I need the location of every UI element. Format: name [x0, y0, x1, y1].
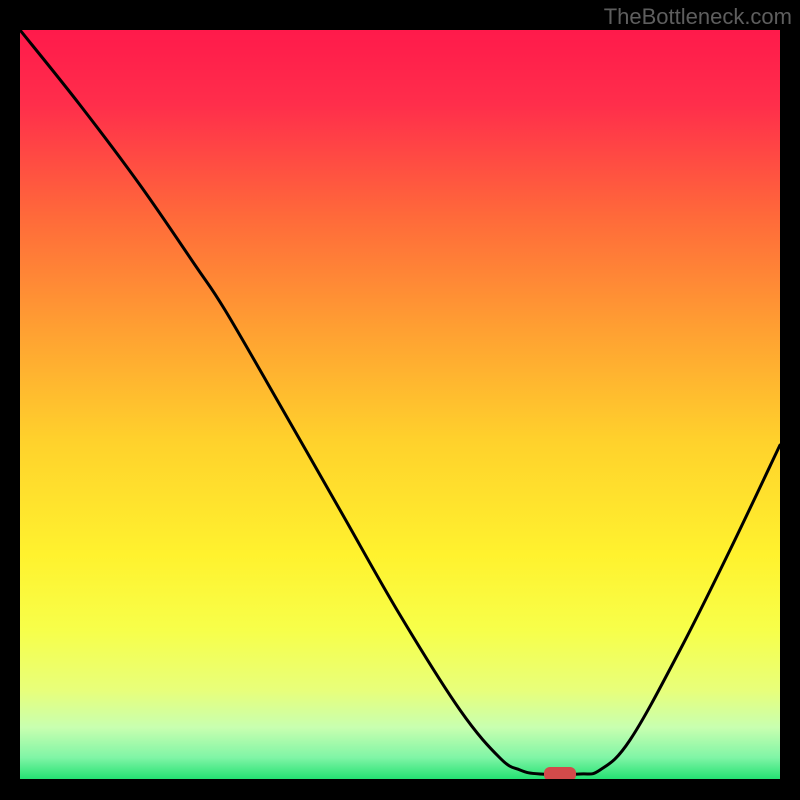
gradient-background — [20, 30, 780, 780]
watermark-text: TheBottleneck.com — [604, 4, 792, 30]
chart-svg — [20, 30, 780, 780]
bottleneck-chart — [20, 30, 780, 780]
optimal-marker — [544, 767, 576, 780]
